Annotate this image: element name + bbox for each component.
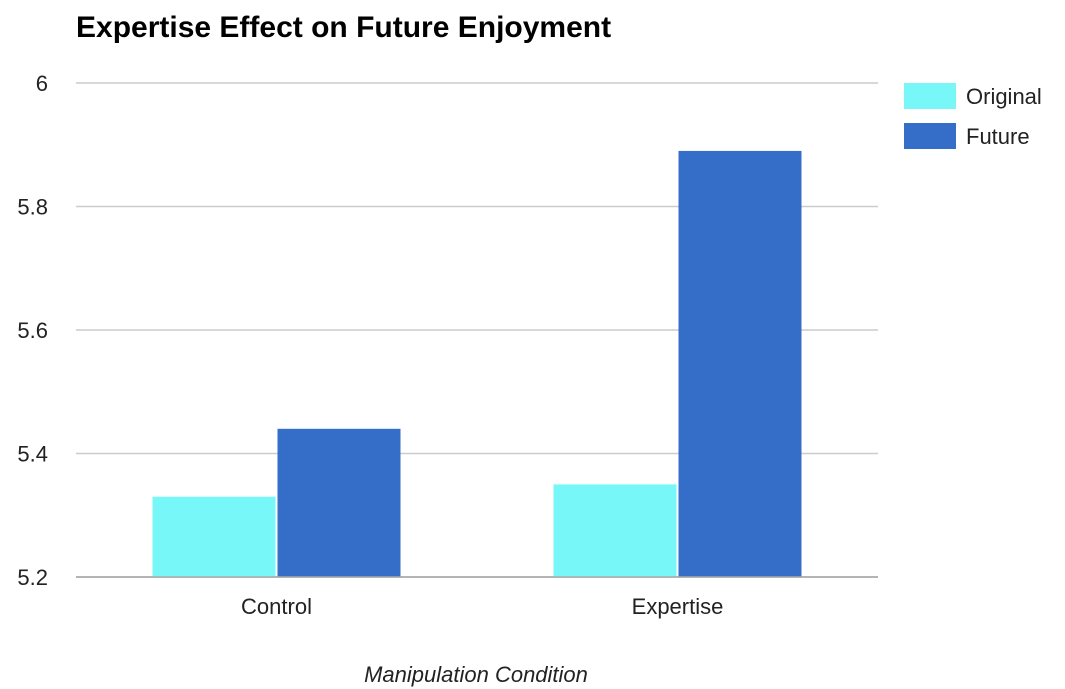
bar-original-control — [152, 496, 276, 577]
y-tick-label: 6 — [36, 71, 48, 96]
legend-swatch-future — [904, 123, 956, 149]
bar-future-control — [277, 428, 401, 577]
y-tick-label: 5.6 — [17, 318, 48, 343]
x-category-label: Expertise — [632, 594, 724, 619]
legend: Original Future — [904, 83, 1042, 149]
legend-swatch-original — [904, 83, 956, 109]
bar-future-expertise — [678, 150, 802, 578]
chart-title: Expertise Effect on Future Enjoyment — [76, 11, 611, 44]
y-axis-ticks: 5.2 5.4 5.6 5.8 6 — [17, 71, 48, 590]
legend-label-original: Original — [966, 84, 1042, 109]
y-tick-label: 5.8 — [17, 195, 48, 220]
x-category-label: Control — [241, 594, 312, 619]
y-tick-label: 5.4 — [17, 442, 48, 467]
x-axis-label: Manipulation Condition — [364, 662, 588, 687]
bar-original-expertise — [553, 484, 677, 577]
bars — [76, 150, 878, 578]
legend-label-future: Future — [966, 124, 1030, 149]
x-axis-categories: Control Expertise — [241, 594, 723, 619]
y-tick-label: 5.2 — [17, 565, 48, 590]
